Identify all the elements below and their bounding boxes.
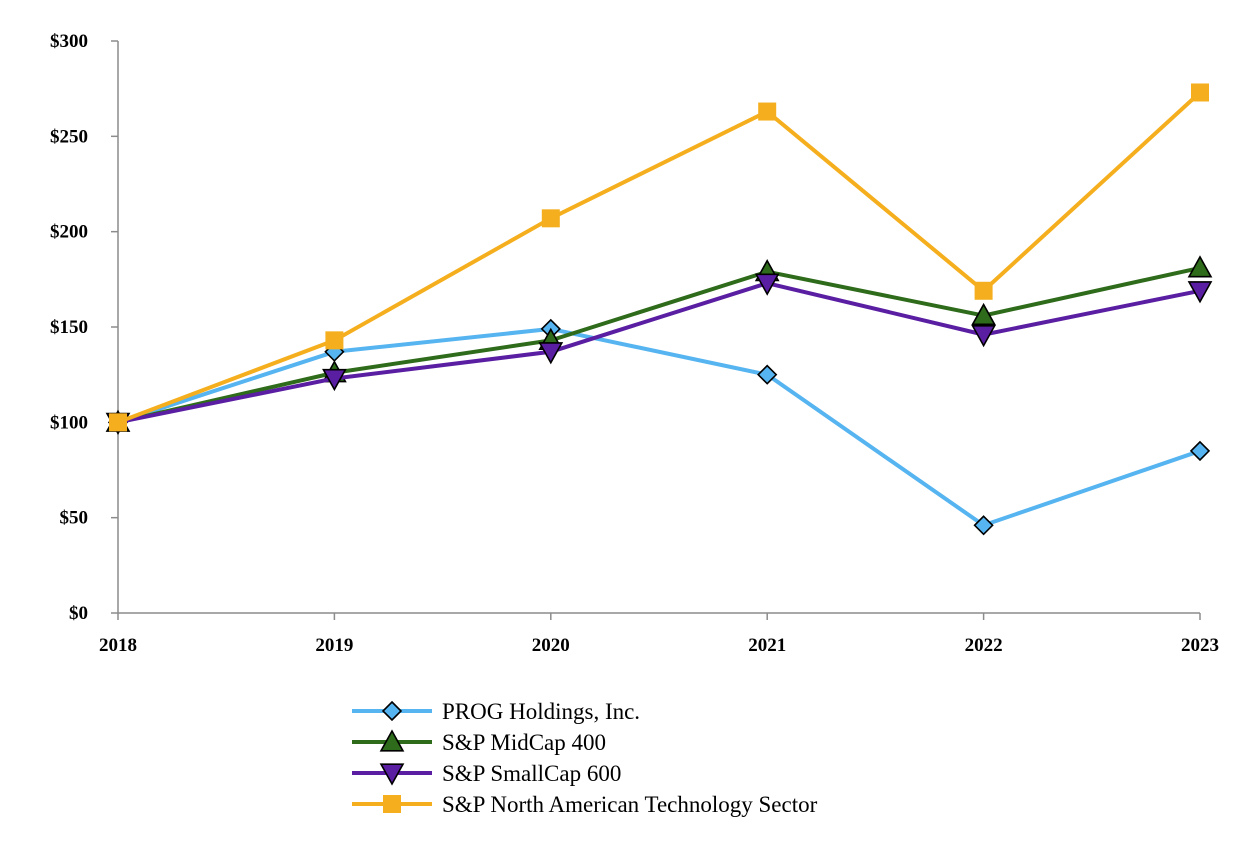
series-line: [117, 265, 1201, 425]
legend-marker: [379, 729, 405, 752]
series-3: [109, 83, 1209, 432]
series-1: [105, 255, 1213, 432]
data-point: [974, 281, 993, 300]
data-point: [538, 342, 564, 365]
y-tick-label: $200: [50, 222, 88, 243]
series-line: [117, 326, 1201, 528]
y-tick-label: $50: [60, 508, 89, 529]
data-point: [754, 273, 780, 296]
data-point: [757, 364, 778, 385]
x-tick-label: 2018: [99, 635, 137, 656]
legend-marker: [379, 763, 405, 786]
legend-entry: S&P MidCap 400: [352, 729, 606, 755]
data-point: [973, 515, 994, 536]
legend-entry: S&P SmallCap 600: [352, 761, 621, 786]
legend-entry: S&P North American Technology Sector: [352, 792, 818, 817]
data-point: [1187, 281, 1213, 304]
legend-marker: [383, 795, 401, 813]
y-tick-label: $250: [50, 126, 88, 147]
y-tick-label: $100: [50, 412, 88, 433]
legend-label: PROG Holdings, Inc.: [442, 699, 640, 724]
legend-entry: PROG Holdings, Inc.: [352, 699, 640, 724]
legend-label: S&P SmallCap 600: [442, 761, 621, 786]
legend-label: S&P MidCap 400: [442, 730, 606, 755]
data-point: [325, 331, 344, 350]
legend: PROG Holdings, Inc. S&P MidCap 400 S&P Sma…: [352, 699, 818, 817]
data-point: [1191, 83, 1209, 102]
axes: $0 $50 $100 $150 $200 $250 $300 2018 2019 2020 202…: [50, 31, 1219, 656]
x-tick-label: 2021: [748, 635, 786, 656]
data-point: [971, 302, 996, 326]
data-point: [109, 413, 127, 432]
y-tick-label: $300: [50, 31, 88, 52]
data-point: [322, 368, 347, 392]
series-layer: [105, 83, 1213, 536]
series-line: [117, 91, 1202, 425]
data-point: [541, 209, 560, 228]
x-tick-label: 2020: [532, 635, 570, 656]
legend-label: S&P North American Technology Sector: [442, 792, 818, 817]
data-point: [971, 325, 996, 348]
data-point: [1187, 255, 1213, 278]
series-line: [117, 281, 1201, 425]
series-0: [107, 318, 1211, 536]
y-tick-label: $0: [69, 603, 88, 624]
x-tick-label: 2022: [965, 635, 1003, 656]
series-2: [105, 273, 1213, 435]
x-tick-label: 2023: [1181, 635, 1219, 656]
legend-marker: [381, 700, 403, 722]
data-point: [1189, 440, 1211, 462]
data-point: [758, 102, 777, 121]
y-tick-label: $150: [50, 317, 88, 338]
x-tick-label: 2019: [315, 635, 353, 656]
